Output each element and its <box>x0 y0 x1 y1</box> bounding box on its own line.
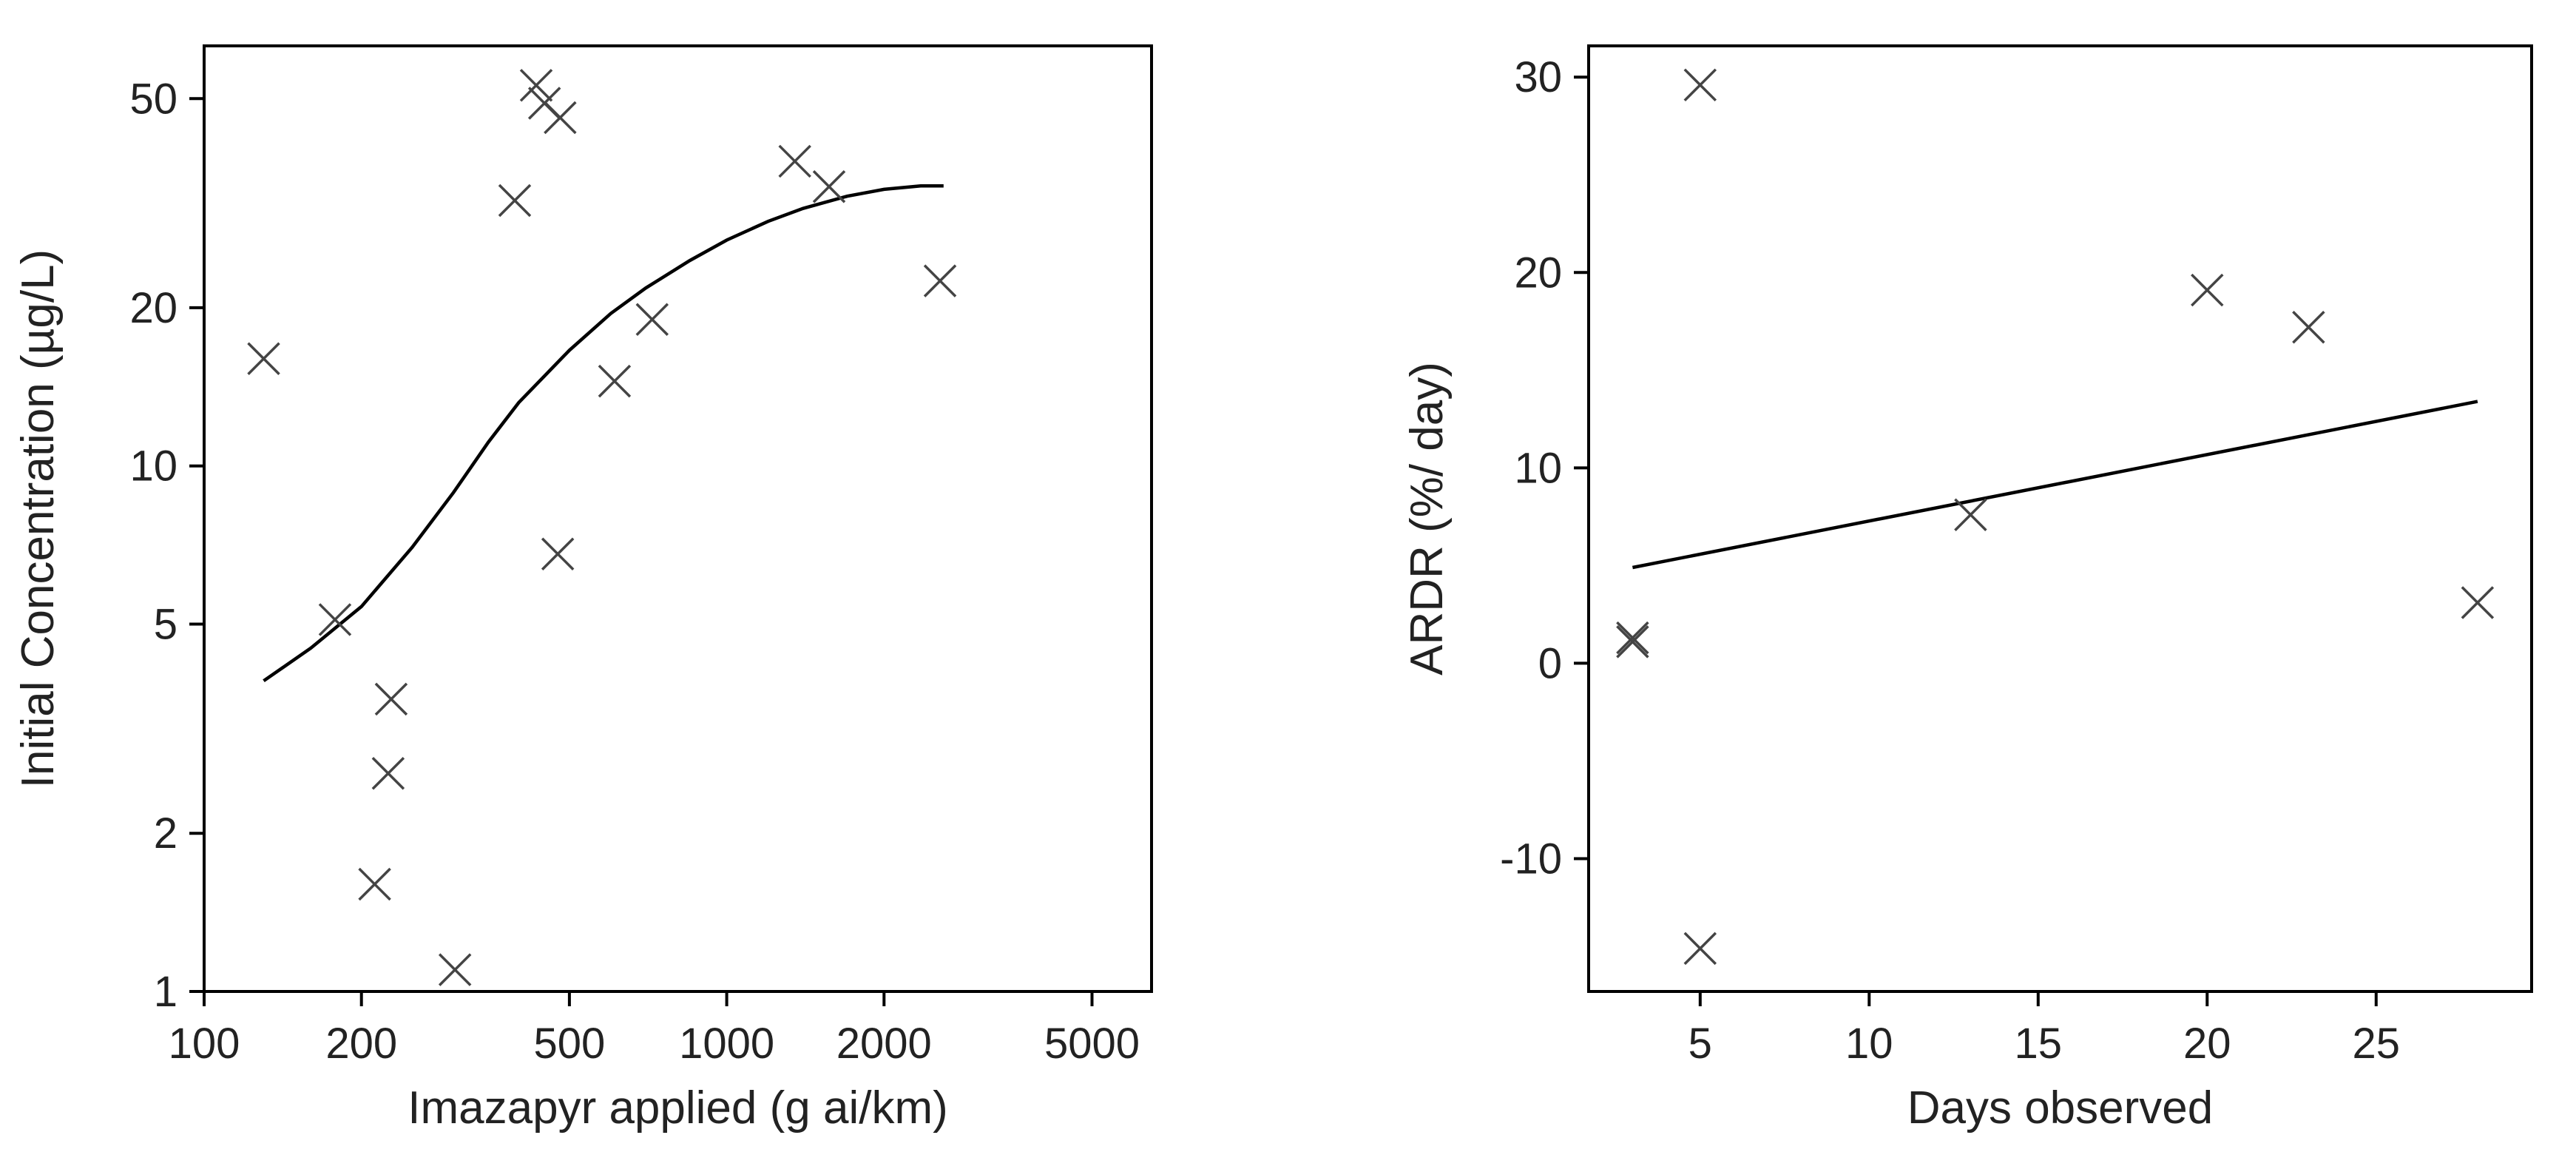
x-tick-label: 20 <box>2183 1020 2231 1068</box>
data-point-marker <box>598 364 632 398</box>
right-chart-panel: 5 10 15 20 25 -10 0 10 20 30 Days observed ARDR (%/… <box>1402 44 2533 1134</box>
fitted-curve <box>263 184 944 683</box>
data-point-marker <box>371 757 405 790</box>
data-point-marker <box>635 303 669 336</box>
x-axis-label: Days observed <box>1907 1082 2214 1134</box>
data-point-marker <box>247 342 280 375</box>
y-tick-label: 2 <box>154 809 178 858</box>
fitted-curve <box>1632 400 2478 570</box>
y-tick-label: 0 <box>1538 639 1562 687</box>
x-tick-label: 5000 <box>1044 1020 1140 1068</box>
y-tick-label: 20 <box>1514 249 1562 297</box>
data-point-marker <box>2292 310 2325 344</box>
data-point-marker <box>358 867 391 901</box>
data-point-marker <box>498 183 532 218</box>
data-point-marker <box>1616 625 1649 659</box>
data-point-marker <box>923 264 957 297</box>
data-point-marker <box>544 101 577 135</box>
y-tick-label: 10 <box>1514 444 1562 492</box>
data-point-marker <box>318 603 352 636</box>
data-point-marker <box>438 953 472 986</box>
y-tick-label: 50 <box>129 75 178 123</box>
x-tick-label: 5 <box>1688 1020 1712 1068</box>
plot-frame <box>1587 44 2533 993</box>
data-point-marker <box>2191 273 2224 307</box>
data-point-marker <box>519 69 553 102</box>
data-point-marker <box>778 144 811 178</box>
data-point-marker <box>1616 621 1649 655</box>
x-tick-label: 500 <box>533 1020 605 1068</box>
data-point-marker <box>2461 586 2495 619</box>
left-chart-panel: 100 200 500 1000 2000 5000 1 2 5 10 20 50 Imazapyr a… <box>13 44 1153 1134</box>
x-tick-label: 2000 <box>836 1020 932 1068</box>
plot-frame <box>203 44 1153 993</box>
y-axis-label: ARDR (%/ day) <box>1402 362 1453 676</box>
x-tick-label: 25 <box>2353 1020 2401 1068</box>
data-point-marker <box>812 170 846 203</box>
data-point-marker <box>1683 68 1717 102</box>
x-tick-label: 100 <box>169 1020 240 1068</box>
y-tick-label: 20 <box>129 284 178 332</box>
x-tick-label: 200 <box>325 1020 397 1068</box>
y-tick-label: -10 <box>1500 835 1562 883</box>
data-point-marker <box>541 537 575 570</box>
y-axis-label: Initial Concentration (µg/L) <box>13 249 64 788</box>
x-tick-label: 1000 <box>679 1020 774 1068</box>
y-tick-label: 10 <box>129 442 178 491</box>
y-tick-label: 5 <box>154 601 178 649</box>
x-tick-label: 10 <box>1845 1020 1893 1068</box>
data-point-marker <box>1683 932 1717 966</box>
x-axis-label: Imazapyr applied (g ai/km) <box>408 1082 948 1134</box>
y-tick-label: 30 <box>1514 53 1562 101</box>
y-tick-label: 1 <box>154 968 178 1016</box>
x-tick-label: 15 <box>2015 1020 2063 1068</box>
data-point-marker <box>374 682 408 716</box>
data-point-marker <box>1954 498 1987 531</box>
